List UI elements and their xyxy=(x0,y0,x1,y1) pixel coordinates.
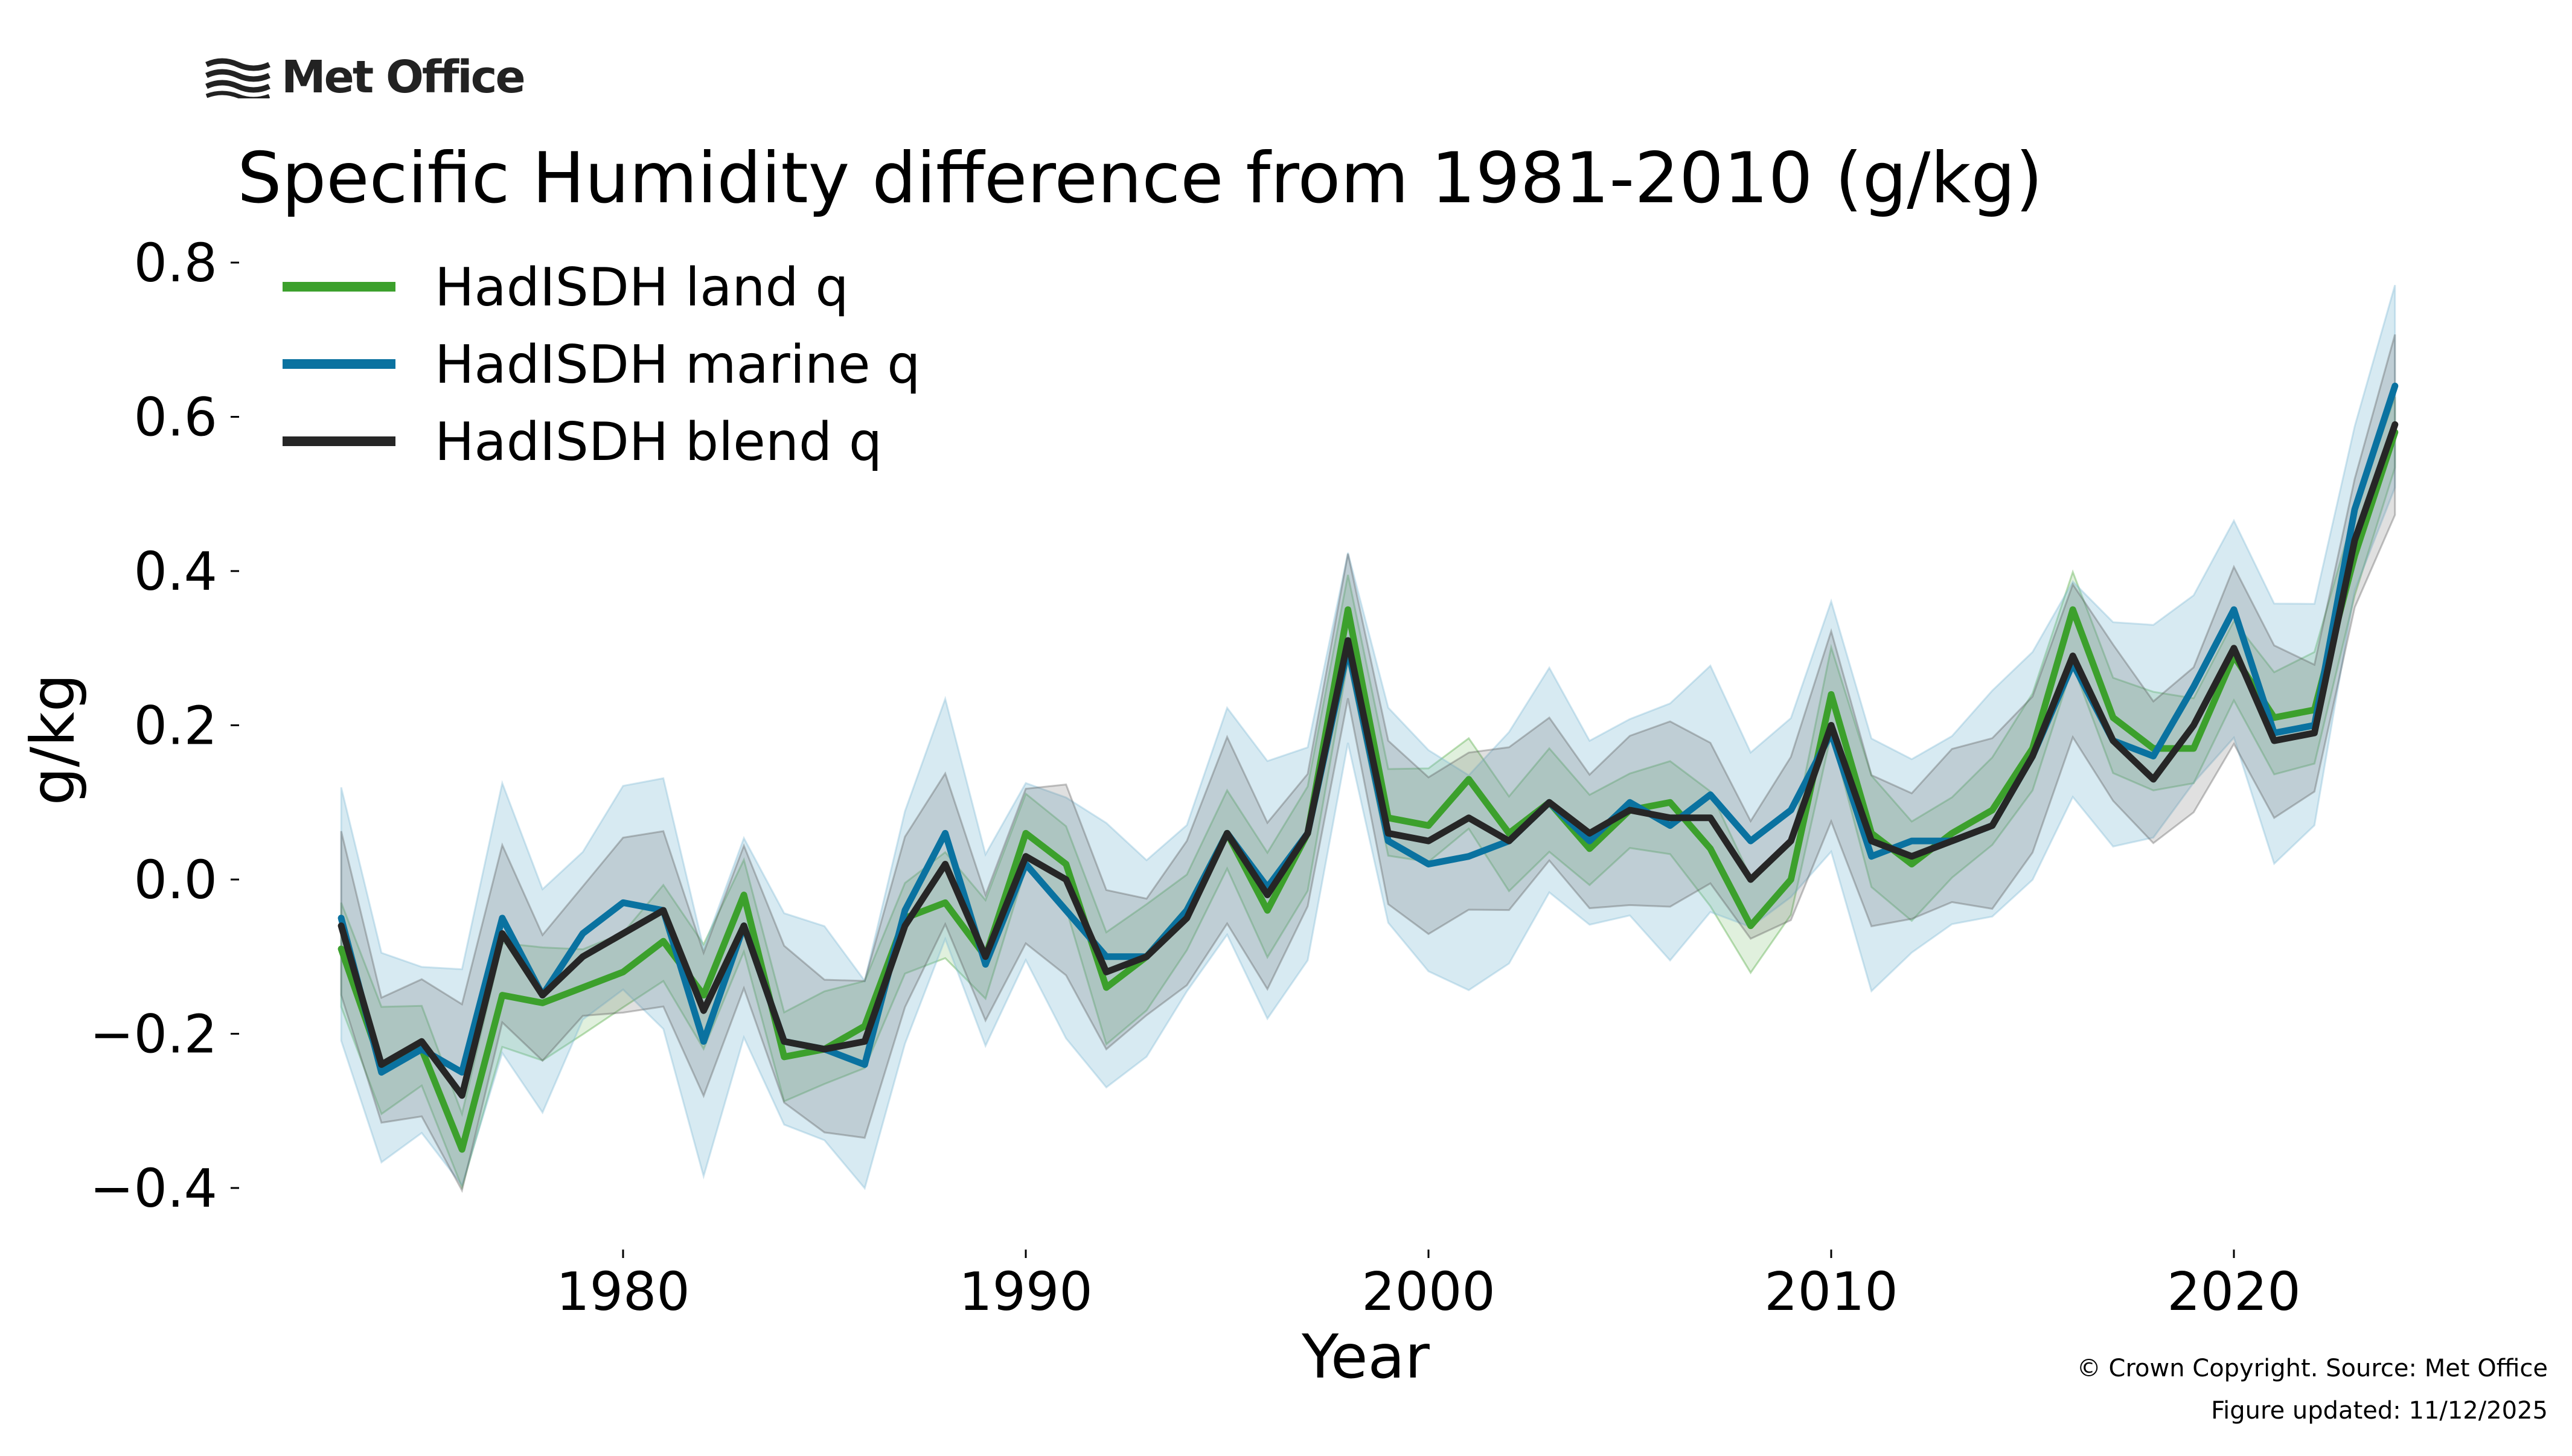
x-axis-label: Year xyxy=(1301,1321,1430,1392)
legend: HadISDH land q HadISDH marine q HadISDH bl… xyxy=(283,257,920,473)
legend-label: HadISDH land q xyxy=(435,257,849,318)
y-tick-label: −0.4 xyxy=(90,1158,217,1219)
chart-title: Specific Humidity difference from 1981-2… xyxy=(237,138,2043,219)
legend-item-hadisdh-marine-q: HadISDH marine q xyxy=(283,334,920,395)
x-tick-label: 2020 xyxy=(2167,1261,2300,1323)
series-lines xyxy=(337,382,2399,1153)
x-tick-label: 1980 xyxy=(556,1261,689,1323)
legend-label: HadISDH blend q xyxy=(435,411,882,473)
hadisdh-blend-q-line xyxy=(337,421,2399,1099)
hadisdh-blend-q-band xyxy=(340,334,2396,1193)
y-tick-label: 0.2 xyxy=(134,695,217,757)
hadisdh-land-q-band xyxy=(340,397,2396,1190)
met-office-wave-icon xyxy=(205,58,270,98)
copyright-text: © Crown Copyright. Source: Met Office xyxy=(2077,1355,2548,1382)
legend-item-hadisdh-land-q: HadISDH land q xyxy=(283,257,849,318)
legend-label: HadISDH marine q xyxy=(435,334,920,395)
figure-updated-text: Figure updated: 11/12/2025 xyxy=(2211,1397,2548,1425)
y-axis: −0.4 −0.2 0.0 0.2 0.4 0.6 0.8 xyxy=(90,232,239,1219)
y-tick-label: 0.0 xyxy=(134,849,217,911)
x-tick-label: 1990 xyxy=(959,1261,1092,1323)
y-tick-label: 0.4 xyxy=(134,541,217,602)
y-axis-label: g/kg xyxy=(18,674,88,806)
x-tick-label: 2010 xyxy=(1764,1261,1898,1323)
met-office-logo: Met Office xyxy=(204,47,526,107)
legend-item-hadisdh-blend-q: HadISDH blend q xyxy=(283,411,882,473)
met-office-logo-text: Met Office xyxy=(281,51,526,103)
x-axis: 1980 1990 2000 2010 2020 xyxy=(556,1250,2301,1323)
y-tick-label: 0.8 xyxy=(134,232,217,294)
y-tick-label: 0.6 xyxy=(134,387,217,449)
y-tick-label: −0.2 xyxy=(90,1004,217,1065)
x-tick-label: 2000 xyxy=(1361,1261,1495,1323)
